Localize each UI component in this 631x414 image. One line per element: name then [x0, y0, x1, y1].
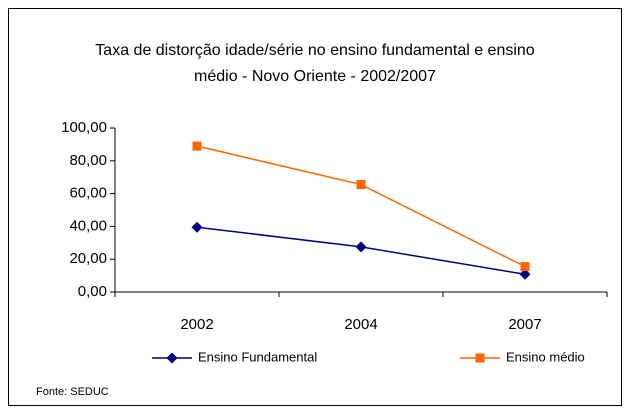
data-point — [355, 241, 367, 253]
source-note: Fonte: SEDUC — [36, 386, 109, 398]
chart-title: Taxa de distorção idade/série no ensino … — [95, 42, 535, 85]
y-tick-label: 40,00 — [69, 217, 107, 234]
y-tick-label: 80,00 — [69, 152, 107, 169]
data-point — [520, 262, 530, 272]
chart-border — [8, 8, 622, 406]
legend-marker — [475, 353, 485, 363]
y-tick-label: 0,00 — [78, 283, 107, 300]
y-tick-label: 20,00 — [69, 250, 107, 267]
legend-label: Ensino médio — [506, 349, 585, 364]
data-point — [519, 268, 531, 280]
data-point — [192, 141, 202, 151]
x-tick-label: 2002 — [180, 316, 213, 333]
x-tick-label: 2007 — [508, 316, 541, 333]
legend-label: Ensino Fundamental — [198, 349, 317, 364]
x-tick-label: 2004 — [344, 316, 377, 333]
data-point — [191, 221, 203, 233]
legend-marker — [166, 352, 178, 364]
y-tick-label: 100,00 — [61, 119, 107, 136]
data-point — [356, 180, 366, 190]
y-tick-label: 60,00 — [69, 185, 107, 202]
